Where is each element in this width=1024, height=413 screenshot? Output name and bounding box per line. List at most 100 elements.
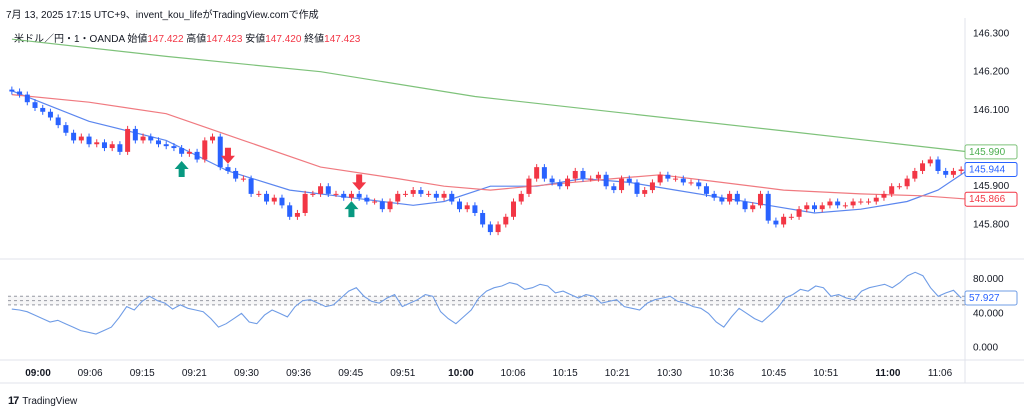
candle-body	[71, 132, 77, 141]
symbol-label[interactable]: 米ドル／円・1・OANDA	[14, 34, 125, 45]
time-tick-label: 09:21	[182, 368, 207, 379]
candle-body	[588, 178, 594, 180]
candle-body	[433, 193, 439, 198]
candle-body	[55, 117, 61, 126]
candle-body	[673, 178, 679, 180]
oscillator-tick-label: 0.000	[973, 343, 998, 354]
price-tick-label: 146.200	[973, 67, 1010, 78]
candle-body	[17, 91, 23, 95]
candle-body	[511, 201, 517, 217]
ohlc-legend: 米ドル／円・1・OANDA 始値147.422 高値147.423 安値147.…	[14, 30, 360, 45]
candle-body	[487, 224, 493, 233]
candle-body	[418, 190, 424, 194]
time-tick-label: 09:06	[78, 368, 103, 379]
open-label: 始値	[127, 34, 148, 45]
time-tick-label: 11:06	[928, 368, 953, 379]
candle-body	[24, 94, 30, 103]
candle-body	[927, 159, 933, 164]
candle-body	[873, 197, 879, 202]
time-tick-label: 10:45	[761, 368, 786, 379]
candle-body	[109, 144, 115, 149]
candle-body	[47, 111, 53, 118]
candle-body	[325, 186, 331, 194]
candle-body	[456, 201, 462, 210]
candle-body	[866, 201, 872, 203]
candle-body	[86, 136, 92, 145]
candle-body	[842, 205, 848, 207]
candle-body	[233, 170, 239, 179]
oscillator-value-tag: 57.927	[964, 290, 1018, 306]
candle-body	[680, 178, 686, 183]
time-tick-label: 11:00	[875, 368, 900, 379]
candle-body	[765, 193, 771, 221]
sell-signal-icon	[220, 147, 235, 164]
buy-signal-icon	[174, 161, 189, 178]
candle-body	[271, 197, 277, 202]
oscillator-tag-box	[964, 290, 1018, 306]
candle-body	[171, 146, 177, 149]
candle-body	[611, 186, 617, 191]
price-tag-label: 145.866	[969, 194, 1006, 205]
candle-body	[426, 193, 432, 195]
candle-body	[904, 178, 910, 187]
candle-body	[557, 182, 563, 187]
candle-body	[688, 182, 694, 184]
close-value: 147.423	[324, 34, 361, 45]
time-tick-label: 09:36	[286, 368, 311, 379]
candle-body	[78, 136, 84, 141]
candle-body	[742, 201, 748, 210]
time-tick-label: 09:51	[390, 368, 415, 379]
candle-body	[302, 193, 308, 213]
oscillator-tag-label: 57.927	[969, 293, 1000, 304]
candle-body	[155, 140, 161, 145]
brand-footer: 17 TradingView	[8, 395, 77, 407]
candle-body	[526, 178, 532, 194]
candle-body	[464, 205, 470, 210]
time-tick-label: 09:00	[25, 368, 51, 379]
candle-body	[333, 193, 339, 195]
high-value: 147.423	[206, 34, 243, 45]
candle-body	[603, 174, 609, 187]
candles	[9, 86, 964, 236]
oscillator-line	[11, 271, 962, 335]
price-tick-label: 146.100	[973, 105, 1010, 116]
candle-body	[480, 212, 486, 225]
candle-body	[287, 205, 293, 217]
candle-body	[348, 193, 354, 198]
candle-body	[395, 193, 401, 202]
candle-body	[788, 216, 794, 218]
candle-body	[503, 216, 509, 225]
candle-body	[318, 186, 324, 194]
time-tick-label: 09:45	[338, 368, 363, 379]
oscillator-band-fill	[8, 296, 965, 305]
candle-body	[101, 142, 107, 149]
oscillator-tick-label: 80.000	[973, 274, 1004, 285]
candle-body	[279, 197, 285, 206]
candle-body	[850, 201, 856, 206]
price-tag: 145.944	[964, 161, 1018, 177]
candle-body	[225, 167, 231, 171]
candle-body	[449, 193, 455, 202]
oscillator-tick-label: 40.000	[973, 308, 1004, 319]
price-tag: 145.990	[964, 144, 1018, 160]
time-tick-label: 09:15	[130, 368, 155, 379]
time-tick-label: 10:30	[657, 368, 682, 379]
candle-body	[727, 193, 733, 202]
candle-body	[63, 125, 69, 133]
candle-body	[572, 170, 578, 179]
candle-body	[518, 193, 524, 202]
candle-body	[773, 220, 779, 225]
candle-body	[40, 107, 46, 112]
candle-body	[117, 144, 123, 152]
long-ema-line	[11, 38, 969, 153]
candle-body	[657, 174, 663, 183]
candle-body	[210, 136, 216, 141]
candle-body	[402, 193, 408, 195]
candle-body	[310, 193, 316, 195]
low-value: 147.420	[265, 34, 302, 45]
low-label: 安値	[245, 34, 266, 45]
candle-body	[757, 193, 763, 206]
price-tick-label: 145.900	[973, 181, 1010, 192]
candle-body	[881, 193, 887, 198]
